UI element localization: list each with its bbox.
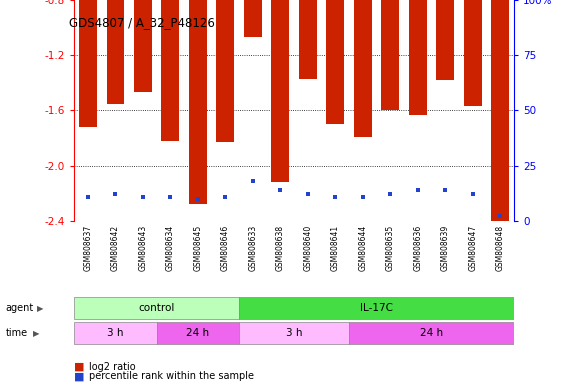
Text: time: time: [6, 328, 28, 338]
Bar: [216, 0, 234, 142]
Text: percentile rank within the sample: percentile rank within the sample: [89, 371, 254, 381]
Text: 24 h: 24 h: [420, 328, 443, 338]
Text: ▶: ▶: [33, 329, 39, 338]
Bar: [107, 0, 124, 104]
Text: GSM808640: GSM808640: [303, 225, 312, 271]
Bar: [491, 0, 509, 225]
Text: 3 h: 3 h: [286, 328, 302, 338]
Text: GSM808646: GSM808646: [221, 225, 230, 271]
Text: GSM808637: GSM808637: [83, 225, 93, 271]
Bar: [349, 322, 514, 344]
Text: ■: ■: [74, 371, 85, 381]
Bar: [162, 0, 179, 141]
Text: GSM808648: GSM808648: [496, 225, 505, 271]
Text: control: control: [139, 303, 175, 313]
Bar: [271, 0, 289, 182]
Text: GSM808636: GSM808636: [413, 225, 422, 271]
Text: GSM808635: GSM808635: [386, 225, 395, 271]
Bar: [239, 322, 349, 344]
Text: agent: agent: [6, 303, 34, 313]
Text: GSM808643: GSM808643: [138, 225, 147, 271]
Text: GSM808645: GSM808645: [194, 225, 202, 271]
Text: GSM808644: GSM808644: [358, 225, 367, 271]
Text: GSM808647: GSM808647: [468, 225, 477, 271]
Text: log2 ratio: log2 ratio: [89, 362, 135, 372]
Bar: [74, 322, 156, 344]
Bar: [244, 0, 262, 37]
Bar: [189, 0, 207, 204]
Text: 24 h: 24 h: [186, 328, 210, 338]
Bar: [239, 297, 514, 319]
Bar: [134, 0, 152, 93]
Bar: [74, 297, 239, 319]
Bar: [436, 0, 454, 80]
Text: ▶: ▶: [37, 304, 43, 313]
Bar: [156, 322, 239, 344]
Text: 3 h: 3 h: [107, 328, 124, 338]
Bar: [381, 0, 399, 111]
Bar: [79, 0, 97, 127]
Text: GSM808642: GSM808642: [111, 225, 120, 271]
Text: IL-17C: IL-17C: [360, 303, 393, 313]
Bar: [409, 0, 427, 114]
Text: GDS4807 / A_32_P48126: GDS4807 / A_32_P48126: [69, 16, 214, 29]
Bar: [464, 0, 481, 106]
Bar: [327, 0, 344, 124]
Text: GSM808641: GSM808641: [331, 225, 340, 271]
Text: GSM808639: GSM808639: [441, 225, 450, 271]
Bar: [299, 0, 317, 79]
Bar: [354, 0, 372, 137]
Text: GSM808638: GSM808638: [276, 225, 285, 271]
Text: GSM808633: GSM808633: [248, 225, 258, 271]
Text: GSM808634: GSM808634: [166, 225, 175, 271]
Text: ■: ■: [74, 362, 85, 372]
